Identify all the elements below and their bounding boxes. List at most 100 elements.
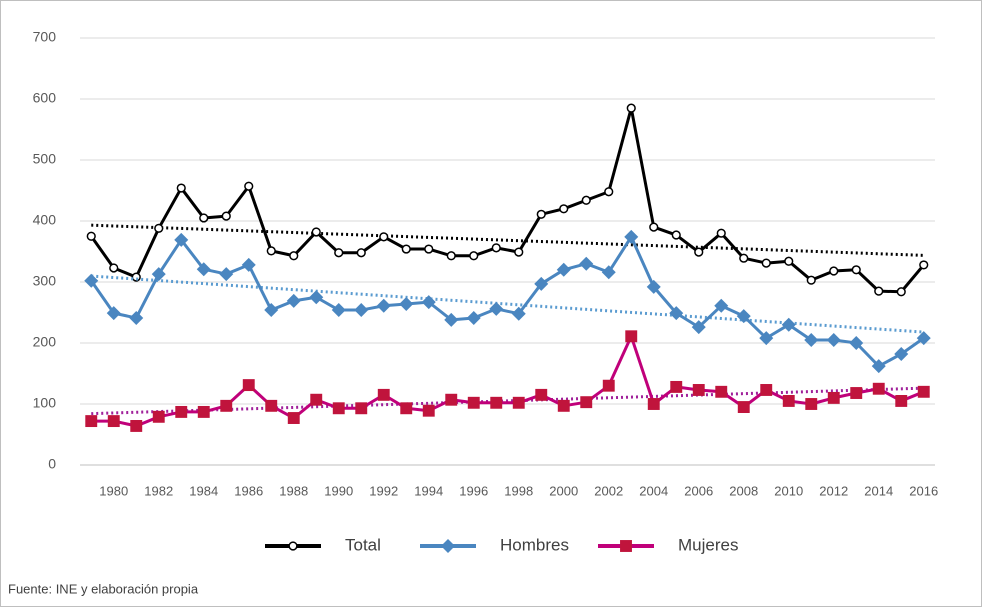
- point: [601, 265, 616, 280]
- point: [131, 272, 141, 282]
- legend-marker: [620, 540, 632, 552]
- point: [175, 405, 188, 418]
- point: [400, 402, 413, 415]
- point: [85, 415, 98, 428]
- point: [86, 231, 96, 241]
- trend-line: [91, 386, 924, 416]
- point: [152, 410, 165, 423]
- source-note: Fuente: INE y elaboración propia: [8, 581, 199, 596]
- point: [782, 395, 795, 407]
- point: [310, 393, 323, 406]
- y-tick-label: 300: [33, 273, 57, 289]
- point: [197, 405, 210, 418]
- point: [559, 204, 569, 214]
- point: [556, 262, 571, 277]
- x-tick-label: 1990: [324, 483, 353, 498]
- point: [466, 310, 481, 325]
- point: [917, 385, 930, 398]
- point: [356, 248, 366, 258]
- point: [692, 384, 705, 396]
- point: [851, 265, 861, 275]
- point: [219, 267, 234, 282]
- point: [334, 248, 344, 258]
- x-tick-label: 1984: [189, 483, 218, 498]
- point: [221, 211, 231, 221]
- x-tick-label: 1992: [369, 483, 398, 498]
- point: [534, 276, 549, 291]
- y-tick-label: 400: [33, 212, 57, 228]
- point: [536, 209, 546, 219]
- point: [715, 385, 728, 398]
- point: [871, 359, 886, 374]
- point: [377, 388, 390, 401]
- point: [514, 247, 524, 257]
- point: [376, 298, 391, 313]
- point: [154, 223, 164, 233]
- point: [107, 415, 120, 428]
- point: [535, 388, 548, 401]
- point: [244, 181, 254, 191]
- legend-label: Hombres: [500, 535, 569, 554]
- point: [355, 402, 368, 415]
- y-tick-label: 200: [33, 334, 57, 350]
- point: [286, 293, 301, 308]
- point: [422, 404, 435, 417]
- point: [829, 266, 839, 276]
- point: [287, 412, 300, 424]
- point: [714, 298, 729, 313]
- point: [490, 396, 503, 409]
- point: [649, 222, 659, 232]
- point: [737, 401, 750, 413]
- point: [671, 230, 681, 240]
- point: [309, 290, 324, 305]
- point: [694, 247, 704, 257]
- point: [804, 332, 819, 347]
- x-tick-label: 2008: [729, 483, 758, 498]
- point: [581, 195, 591, 205]
- point: [604, 187, 614, 197]
- point: [379, 232, 389, 242]
- point: [894, 346, 909, 361]
- point: [512, 396, 525, 409]
- point: [401, 244, 411, 254]
- point: [109, 263, 119, 273]
- x-tick-label: 2002: [594, 483, 623, 498]
- point: [332, 402, 345, 415]
- point: [241, 257, 256, 272]
- x-tick-label: 1996: [459, 483, 488, 498]
- point: [220, 399, 233, 412]
- point: [467, 396, 480, 409]
- point: [602, 379, 615, 392]
- point: [624, 229, 639, 244]
- point: [130, 420, 143, 432]
- x-tick-label: 2000: [549, 483, 578, 498]
- point: [445, 393, 458, 406]
- legend-marker: [441, 539, 455, 553]
- point: [896, 287, 906, 297]
- point: [557, 399, 570, 412]
- y-tick-label: 600: [33, 90, 57, 106]
- point: [872, 382, 885, 395]
- point: [669, 306, 684, 321]
- y-tick-label: 100: [33, 395, 57, 411]
- point: [129, 310, 144, 325]
- point: [354, 303, 369, 318]
- point: [331, 303, 346, 318]
- point: [874, 286, 884, 296]
- point: [264, 303, 279, 318]
- point: [919, 260, 929, 270]
- point: [647, 398, 660, 410]
- point: [849, 336, 864, 350]
- x-tick-label: 2016: [909, 483, 938, 498]
- point: [106, 306, 121, 321]
- point: [760, 384, 773, 396]
- point: [174, 232, 189, 247]
- x-tick-label: 2006: [684, 483, 713, 498]
- point: [716, 228, 726, 238]
- x-tick-label: 2012: [819, 483, 848, 498]
- point: [781, 317, 796, 332]
- point: [736, 309, 751, 324]
- point: [469, 251, 479, 261]
- x-tick-label: 1998: [504, 483, 533, 498]
- point: [625, 330, 638, 343]
